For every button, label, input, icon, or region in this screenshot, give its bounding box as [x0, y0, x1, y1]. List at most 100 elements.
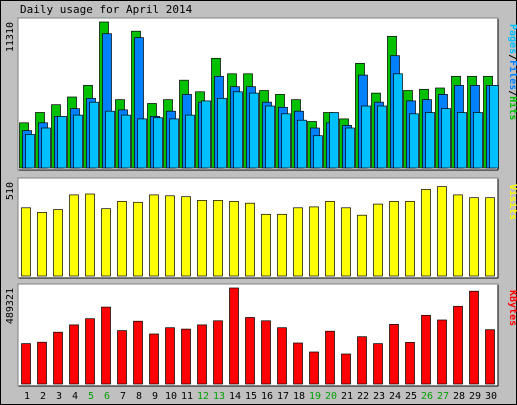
- hits-panel-series-label-part-4: Hits: [507, 96, 517, 120]
- bar-visits-27: [437, 186, 447, 277]
- bar-pages-5: [89, 101, 99, 169]
- bar-pages-20: [329, 112, 339, 169]
- bar-kbytes-18: [293, 342, 303, 385]
- bar-visits-26: [421, 189, 431, 277]
- x-tick-label-26: 26: [421, 391, 433, 402]
- bar-visits-21: [341, 207, 351, 277]
- bar-kbytes-20: [325, 330, 335, 385]
- x-tick-label-4: 4: [72, 391, 78, 402]
- bar-visits-7: [117, 201, 127, 277]
- bar-pages-17: [281, 113, 291, 169]
- visits-panel-series-label-part-0: Visits: [507, 184, 517, 220]
- x-tick-label-11: 11: [181, 391, 193, 402]
- bar-visits-16: [261, 213, 271, 277]
- x-tick-label-22: 22: [357, 391, 369, 402]
- x-tick-label-24: 24: [389, 391, 401, 402]
- bar-visits-1: [21, 207, 31, 277]
- bar-kbytes-7: [117, 330, 127, 385]
- bar-kbytes-28: [453, 305, 463, 385]
- bar-kbytes-27: [437, 319, 447, 385]
- x-tick-label-3: 3: [56, 391, 62, 402]
- hits-panel-series-label: Pages/Files/Hits: [507, 24, 517, 120]
- bar-kbytes-5: [85, 318, 95, 385]
- bar-visits-14: [229, 201, 239, 277]
- x-tick-label-9: 9: [152, 391, 158, 402]
- bar-visits-30: [485, 197, 495, 277]
- bar-pages-27: [441, 108, 451, 169]
- bar-visits-25: [405, 201, 415, 277]
- visits-panel-ymax-label: 510: [5, 182, 16, 200]
- bar-pages-23: [377, 105, 387, 169]
- bar-pages-21: [345, 127, 355, 169]
- bar-kbytes-16: [261, 320, 271, 385]
- bar-kbytes-4: [69, 324, 79, 385]
- x-tick-label-15: 15: [245, 391, 257, 402]
- bar-kbytes-2: [37, 341, 47, 385]
- x-tick-label-27: 27: [437, 391, 449, 402]
- bar-kbytes-14: [229, 287, 239, 385]
- bar-kbytes-17: [277, 327, 287, 385]
- bar-pages-1: [25, 134, 35, 169]
- bar-pages-24: [393, 73, 403, 169]
- kbytes-panel-background: [17, 283, 499, 387]
- bar-pages-11: [185, 114, 195, 169]
- bar-visits-15: [245, 202, 255, 277]
- bar-pages-19: [313, 135, 323, 169]
- bar-pages-18: [297, 119, 307, 169]
- bar-pages-28: [457, 112, 467, 169]
- x-tick-label-20: 20: [325, 391, 337, 402]
- bar-pages-26: [425, 112, 435, 169]
- bar-visits-19: [309, 206, 319, 277]
- hits-panel-ymax-label: 11310: [5, 22, 16, 52]
- bar-pages-12: [201, 100, 211, 169]
- bar-visits-17: [277, 213, 287, 277]
- x-tick-label-16: 16: [261, 391, 273, 402]
- x-tick-label-18: 18: [293, 391, 305, 402]
- bar-visits-4: [69, 194, 79, 277]
- hits-panel-series-label-part-0: Pages: [507, 24, 517, 54]
- hits-panel-series-label-part-3: /: [507, 90, 517, 96]
- bar-pages-3: [57, 116, 67, 169]
- bar-visits-20: [325, 201, 335, 277]
- x-tick-label-5: 5: [88, 391, 94, 402]
- bar-kbytes-30: [485, 329, 495, 385]
- bar-pages-15: [249, 92, 259, 169]
- x-tick-label-2: 2: [40, 391, 46, 402]
- bar-visits-12: [197, 200, 207, 277]
- bar-visits-8: [133, 201, 143, 277]
- x-tick-label-17: 17: [277, 391, 289, 402]
- bar-kbytes-9: [149, 333, 159, 385]
- bar-kbytes-13: [213, 320, 223, 385]
- bar-kbytes-15: [245, 317, 255, 385]
- x-tick-label-7: 7: [120, 391, 126, 402]
- bar-kbytes-24: [389, 324, 399, 385]
- bar-pages-22: [361, 105, 371, 169]
- bar-pages-8: [137, 118, 147, 169]
- x-tick-label-23: 23: [373, 391, 385, 402]
- hits-panel-series-label-part-2: Files: [507, 60, 517, 90]
- bar-kbytes-8: [133, 320, 143, 385]
- bar-visits-29: [469, 197, 479, 277]
- bar-kbytes-23: [373, 343, 383, 385]
- bar-pages-25: [409, 113, 419, 169]
- bar-pages-30: [489, 85, 499, 169]
- bar-kbytes-26: [421, 314, 431, 385]
- kbytes-panel-series-label: KBytes: [507, 290, 517, 326]
- x-tick-label-6: 6: [104, 391, 110, 402]
- x-tick-label-25: 25: [405, 391, 417, 402]
- bar-visits-11: [181, 196, 191, 277]
- bar-visits-23: [373, 203, 383, 277]
- chart-title: Daily usage for April 2014: [20, 3, 193, 16]
- x-tick-label-10: 10: [165, 391, 177, 402]
- kbytes-panel-series-label-part-0: KBytes: [507, 290, 517, 326]
- bar-pages-9: [153, 117, 163, 169]
- bar-kbytes-22: [357, 336, 367, 385]
- bar-pages-4: [73, 114, 83, 169]
- bar-visits-28: [453, 194, 463, 277]
- bar-pages-6: [105, 110, 115, 169]
- bar-kbytes-3: [53, 331, 63, 385]
- bar-pages-7: [121, 114, 131, 169]
- visits-panel-background: [17, 177, 499, 279]
- hits-panel-series-label-part-1: /: [507, 54, 517, 60]
